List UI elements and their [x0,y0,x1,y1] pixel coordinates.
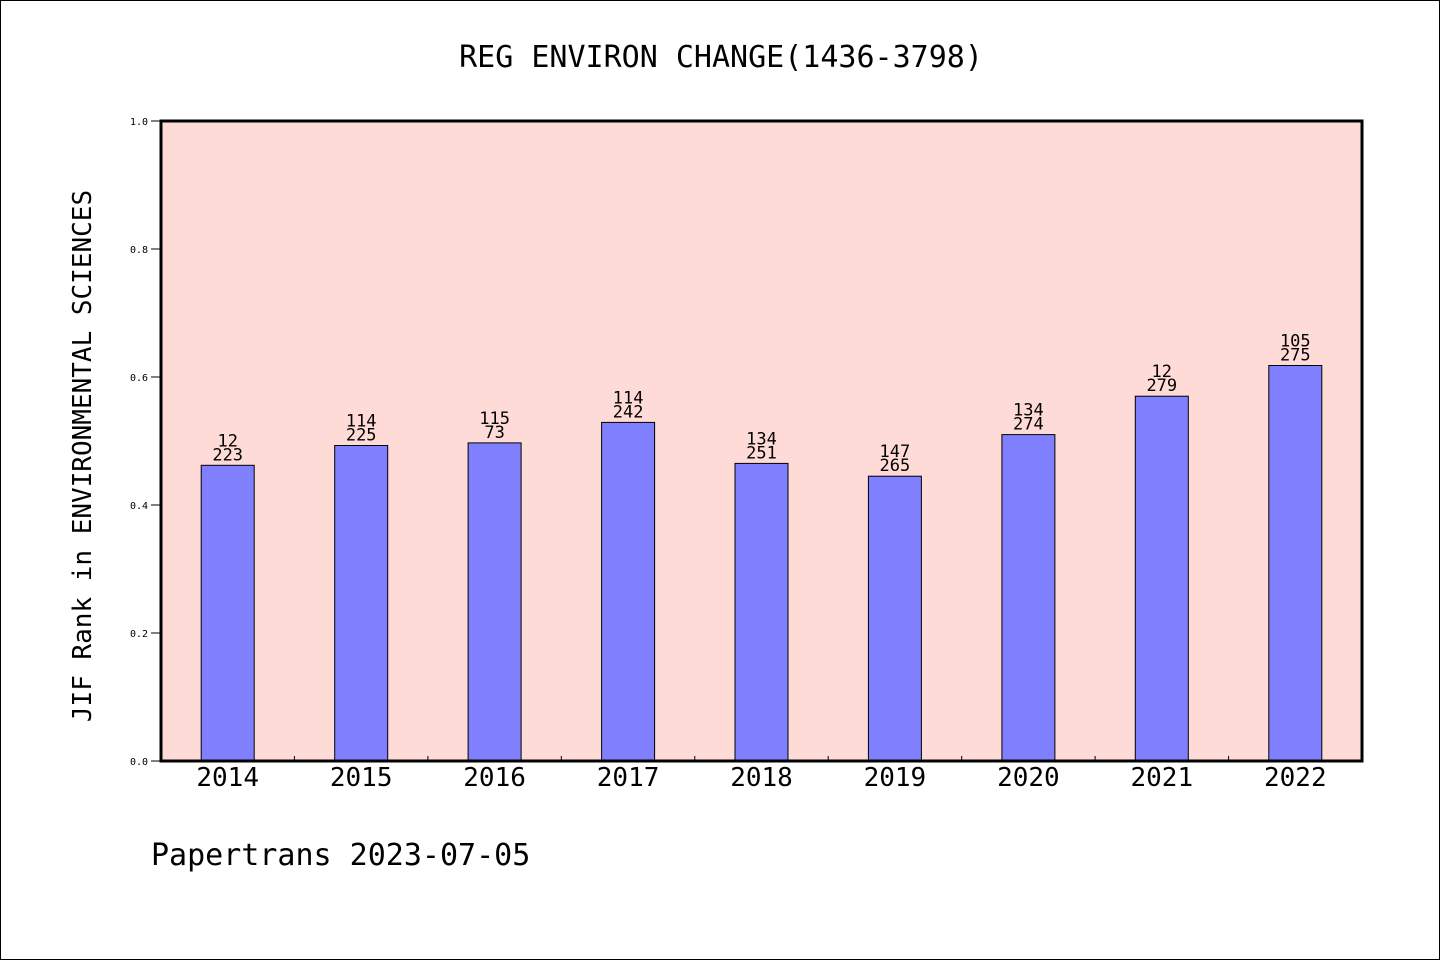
bar-label-top-2015: 114 [346,412,377,432]
bar-2015 [334,445,389,762]
bar-2021 [1134,395,1189,762]
bar-2019 [867,475,922,762]
chart-title: REG ENVIRON CHANGE(1436-3798) [459,40,983,75]
y-axis-label: JIF Rank in ENVIRONMENTAL SCIENCES [68,190,98,722]
y-tick-label-4: 0.8 [130,245,148,256]
x-tick-label-2019: 2019 [864,763,927,793]
y-tick-label-1: 0.2 [130,629,148,640]
bar-label-bottom-2014: 223 [212,445,243,465]
y-tick-label-0: 0.0 [130,757,148,768]
bar-label-top-2022: 105 [1280,332,1311,352]
bar-2016 [467,442,522,762]
bar-label-bottom-2022: 275 [1280,346,1311,366]
bar-label-bottom-2020: 274 [1013,415,1044,435]
x-tick-label-2017: 2017 [597,763,660,793]
bars-layer [200,365,1323,762]
x-tick-label-2022: 2022 [1264,763,1327,793]
x-tick-label-2021: 2021 [1130,763,1193,793]
bar-label-top-2018: 134 [746,429,777,449]
bar-label-top-2019: 147 [880,442,911,462]
bar-2022 [1268,365,1323,762]
x-tick-label-2020: 2020 [997,763,1060,793]
x-tick-label-2018: 2018 [730,763,793,793]
x-axis-ticks: 2014 2015 2016 2017 2018 2019 2020 2021 2022 [196,756,1327,793]
bar-label-top-2021: 12 [1152,362,1172,382]
y-axis-ticks: 0.0 0.2 0.4 0.6 0.8 1.0 [130,117,161,768]
bar-label-bottom-2019: 265 [880,456,911,476]
footer-text: Papertrans 2023-07-05 [151,838,530,873]
bar-2018 [734,462,789,762]
bar-2020 [1001,434,1056,762]
bar-label-bottom-2017: 242 [613,402,644,422]
bar-label-top-2017: 114 [613,388,644,408]
y-tick-label-2: 0.4 [130,501,148,512]
bar-2017 [601,421,656,762]
bar-label-top-2020: 134 [1013,401,1044,421]
bar-label-bottom-2021: 279 [1146,376,1177,396]
bar-label-top-2016: 115 [479,409,510,429]
bar-label-top-2014: 12 [217,431,237,451]
y-tick-label-3: 0.6 [130,373,148,384]
bar-label-bottom-2015: 225 [346,426,377,446]
bar-label-bottom-2016: 73 [484,423,504,443]
x-tick-label-2015: 2015 [330,763,393,793]
bar-label-bottom-2018: 251 [746,443,777,463]
x-tick-label-2016: 2016 [463,763,526,793]
x-tick-label-2014: 2014 [196,763,259,793]
y-tick-label-5: 1.0 [130,117,148,128]
plot-border [159,119,1364,763]
bar-2014 [200,464,255,762]
